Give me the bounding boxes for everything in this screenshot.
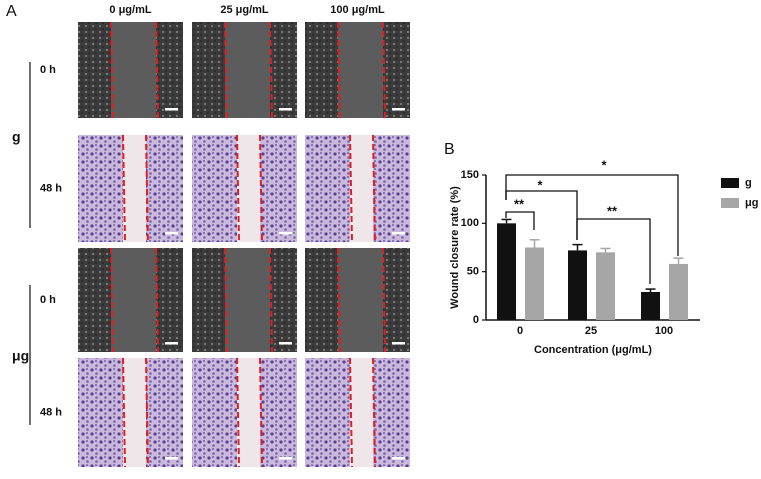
- wound-gap: [237, 358, 260, 467]
- scale-bar: [392, 457, 405, 460]
- wound-edge: [110, 247, 114, 353]
- wound-gap: [350, 135, 373, 242]
- row-label: 0 h: [40, 294, 56, 306]
- bar: [497, 223, 516, 320]
- wound-gap: [123, 358, 146, 467]
- row-label: 0 h: [40, 64, 56, 76]
- wound-gap: [338, 22, 383, 118]
- column-header: 100 μg/mL: [330, 4, 385, 16]
- wound-edge: [236, 357, 240, 468]
- wound-edge: [382, 21, 386, 119]
- significance-bracket: [576, 218, 651, 284]
- wound-gap: [225, 248, 270, 352]
- wound-gap: [338, 248, 383, 352]
- scale-bar: [279, 342, 292, 345]
- wound-edge: [269, 21, 273, 119]
- bar: [568, 250, 587, 320]
- wound-edge: [349, 357, 353, 468]
- x-tick-label: 25: [585, 325, 597, 337]
- column-header: 25 μg/mL: [220, 4, 269, 16]
- wound-edge: [145, 357, 149, 468]
- y-tick-label: 100: [461, 217, 479, 229]
- bar: [669, 263, 688, 320]
- wound-edge: [372, 357, 376, 468]
- significance-bracket: [505, 174, 679, 256]
- scale-bar: [392, 232, 405, 235]
- panel-label: A: [6, 3, 17, 20]
- scale-bar: [279, 108, 292, 111]
- wound-edge: [155, 21, 159, 119]
- scale-bar: [165, 108, 178, 111]
- x-tick-label: 0: [517, 325, 523, 337]
- wound-gap: [225, 22, 270, 118]
- y-tick-label: 150: [461, 169, 479, 181]
- scale-bar: [165, 232, 178, 235]
- scale-bar: [165, 457, 178, 460]
- significance-label: **: [514, 196, 525, 211]
- wound-edge: [122, 357, 126, 468]
- significance-bracket: [505, 211, 535, 230]
- significance-label: **: [607, 203, 618, 218]
- significance-label: *: [601, 157, 607, 172]
- wound-edge: [337, 247, 341, 353]
- column-header: 0 μg/mL: [109, 4, 151, 16]
- y-tick-label: 0: [473, 314, 479, 326]
- scale-bar: [165, 342, 178, 345]
- row-label: 48 h: [40, 406, 62, 418]
- scale-bar: [392, 342, 405, 345]
- bar: [641, 291, 660, 320]
- wound-edge: [110, 21, 114, 119]
- significance-label: *: [537, 177, 543, 192]
- x-axis-title: Concentration (μg/mL): [534, 344, 652, 356]
- wound-gap: [237, 135, 260, 242]
- wound-gap: [123, 135, 146, 242]
- panel-label: B: [444, 141, 455, 158]
- scale-bar: [279, 457, 292, 460]
- y-tick-label: 50: [467, 266, 479, 278]
- x-tick-label: 100: [655, 325, 673, 337]
- wound-edge: [269, 247, 273, 353]
- wound-gap: [111, 248, 156, 352]
- scale-bar: [279, 232, 292, 235]
- wound-edge: [382, 247, 386, 353]
- wound-edge: [259, 357, 263, 468]
- wound-gap: [350, 358, 373, 467]
- wound-gap: [111, 22, 156, 118]
- wound-edge: [224, 21, 228, 119]
- row-label: 48 h: [40, 182, 62, 194]
- legend-swatch: [721, 178, 739, 188]
- legend-swatch: [721, 198, 739, 208]
- bar: [596, 252, 615, 320]
- wound-edge: [155, 247, 159, 353]
- bar: [525, 247, 544, 320]
- scale-bar: [392, 108, 405, 111]
- group-label: μg: [12, 348, 29, 364]
- legend-label: g: [745, 177, 752, 189]
- wound-edge: [337, 21, 341, 119]
- group-label: g: [12, 129, 21, 145]
- y-axis-title: Wound closure rate (%): [449, 186, 461, 309]
- legend-label: μg: [745, 197, 758, 209]
- wound-edge: [224, 247, 228, 353]
